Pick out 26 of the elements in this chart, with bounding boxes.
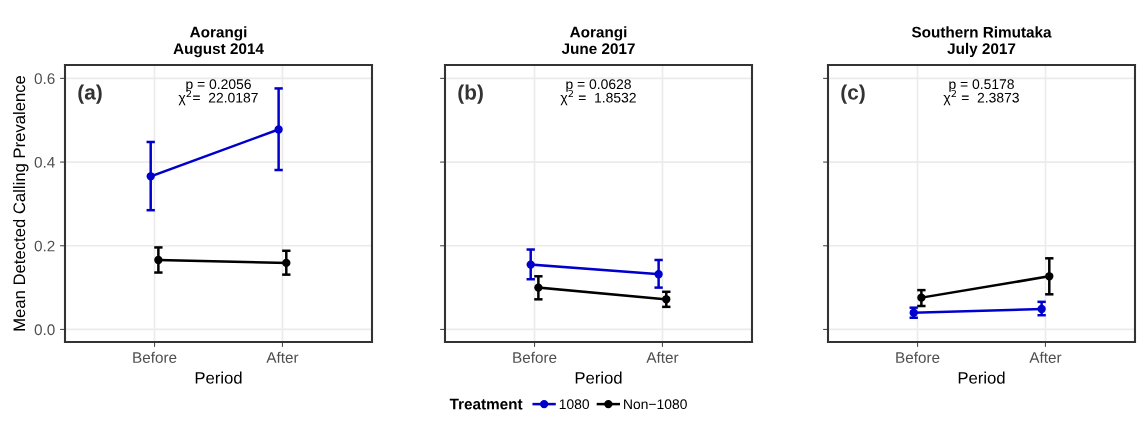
y-axis-title: Mean Detected Calling Prevalence — [12, 75, 29, 331]
x-axis-title: Period — [195, 371, 242, 384]
legend-label: 1080 — [559, 399, 590, 410]
y-tick-label: 0.6 — [34, 73, 55, 85]
annotation: (a) — [78, 84, 102, 104]
x-tick-label: After — [1029, 351, 1062, 363]
x-tick-label: Before — [513, 351, 557, 363]
chart-title: Southern Rimutaka July 2017 — [911, 26, 1052, 58]
annotation: p = 0.2056 χ$^{2}$= 22.0187 — [178, 79, 258, 106]
legend-title: Treatment — [449, 398, 523, 410]
x-axis-title: Period — [575, 371, 622, 384]
x-tick-label: After — [266, 351, 299, 363]
annotation: (b) — [458, 84, 483, 104]
x-tick-label: Before — [896, 351, 940, 363]
annotation: p = 0.0628 χ$^{2}$ = 1.8532 — [560, 79, 636, 106]
x-tick-label: Before — [133, 351, 177, 363]
x-axis-title: Period — [958, 371, 1005, 384]
chart-title: Aorangi June 2017 — [561, 26, 635, 55]
annotation: p = 0.5178 χ$^{2}$ = 2.3873 — [943, 79, 1019, 106]
y-tick-label: 0.4 — [34, 156, 55, 168]
legend-label: Non−1080 — [624, 399, 687, 410]
annotation: (c) — [841, 84, 865, 104]
y-tick-label: 0.0 — [34, 324, 55, 336]
chart-title: Aorangi August 2014 — [173, 26, 264, 58]
x-tick-label: After — [646, 351, 679, 363]
y-tick-label: 0.2 — [34, 240, 55, 252]
